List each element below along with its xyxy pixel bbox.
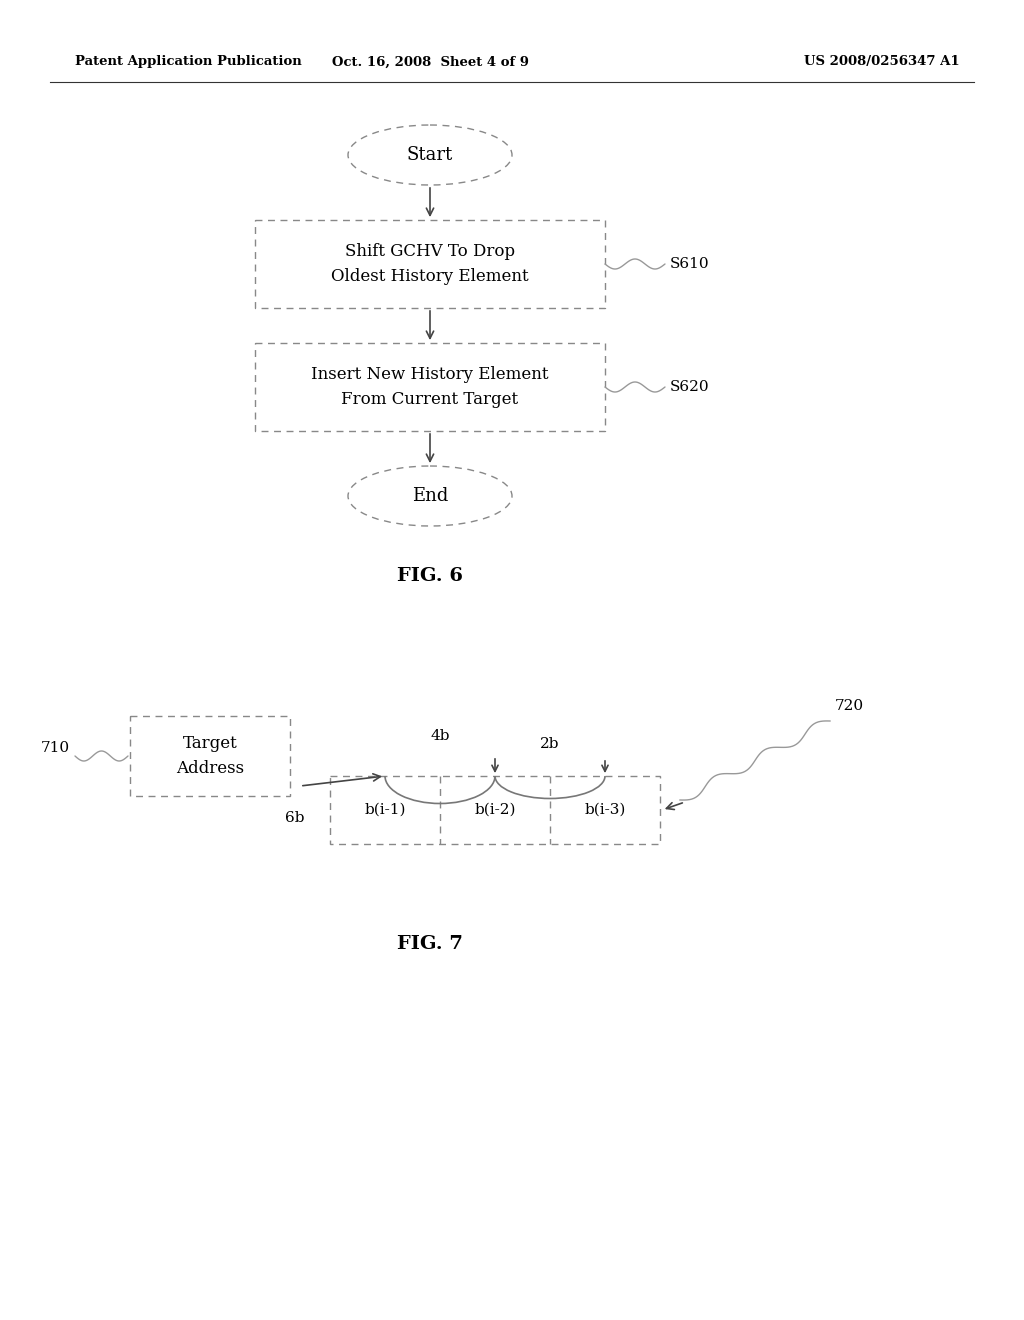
Text: 6b: 6b	[286, 810, 305, 825]
Text: FIG. 7: FIG. 7	[397, 935, 463, 953]
Text: S620: S620	[670, 380, 710, 393]
FancyBboxPatch shape	[330, 776, 660, 843]
Text: End: End	[412, 487, 449, 506]
Text: 720: 720	[835, 700, 864, 713]
Text: b(i-2): b(i-2)	[474, 803, 516, 817]
FancyBboxPatch shape	[255, 220, 605, 308]
Text: Oct. 16, 2008  Sheet 4 of 9: Oct. 16, 2008 Sheet 4 of 9	[332, 55, 528, 69]
Text: 710: 710	[41, 741, 70, 755]
Text: Target
Address: Target Address	[176, 735, 244, 777]
FancyBboxPatch shape	[130, 715, 290, 796]
Text: Shift GCHV To Drop
Oldest History Element: Shift GCHV To Drop Oldest History Elemen…	[331, 243, 528, 285]
FancyBboxPatch shape	[255, 343, 605, 432]
Text: 2b: 2b	[541, 737, 560, 751]
Text: Insert New History Element
From Current Target: Insert New History Element From Current …	[311, 366, 549, 408]
Text: FIG. 6: FIG. 6	[397, 568, 463, 585]
Text: US 2008/0256347 A1: US 2008/0256347 A1	[805, 55, 961, 69]
Text: S610: S610	[670, 257, 710, 271]
Text: Start: Start	[407, 147, 454, 164]
Ellipse shape	[348, 125, 512, 185]
Text: 4b: 4b	[430, 730, 450, 743]
Ellipse shape	[348, 466, 512, 525]
Text: b(i-1): b(i-1)	[365, 803, 406, 817]
Text: Patent Application Publication: Patent Application Publication	[75, 55, 302, 69]
Text: b(i-3): b(i-3)	[585, 803, 626, 817]
